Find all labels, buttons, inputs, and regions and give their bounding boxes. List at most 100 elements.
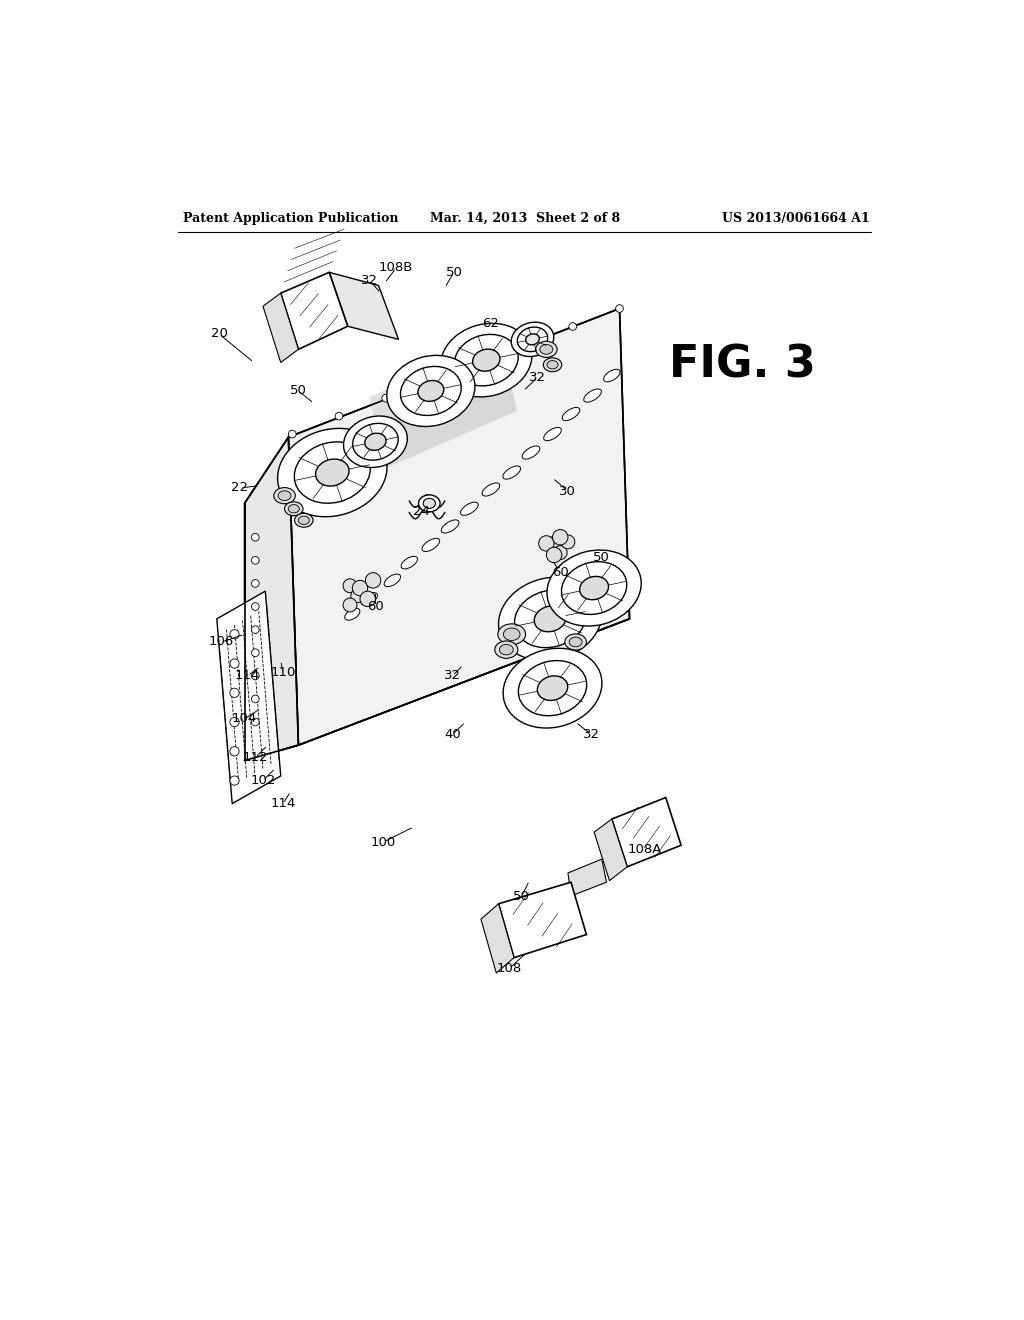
Ellipse shape: [400, 367, 461, 416]
Ellipse shape: [514, 590, 586, 648]
Circle shape: [252, 718, 259, 726]
Ellipse shape: [580, 577, 608, 599]
Text: 114: 114: [270, 797, 296, 810]
Circle shape: [230, 659, 240, 668]
Circle shape: [615, 305, 624, 313]
Ellipse shape: [387, 355, 475, 426]
Ellipse shape: [361, 593, 378, 605]
Ellipse shape: [285, 502, 303, 516]
Ellipse shape: [278, 429, 387, 516]
Text: 32: 32: [360, 273, 378, 286]
Ellipse shape: [423, 499, 435, 508]
Text: FIG. 3: FIG. 3: [670, 343, 816, 387]
Text: 40: 40: [444, 727, 461, 741]
Ellipse shape: [503, 648, 602, 729]
Polygon shape: [289, 309, 630, 744]
Circle shape: [547, 536, 561, 550]
Text: 60: 60: [552, 566, 568, 579]
Circle shape: [252, 649, 259, 656]
Circle shape: [429, 376, 436, 384]
Circle shape: [252, 557, 259, 564]
Circle shape: [360, 591, 376, 607]
Circle shape: [252, 533, 259, 541]
Ellipse shape: [584, 389, 601, 403]
Polygon shape: [330, 272, 398, 339]
Text: 50: 50: [513, 890, 530, 903]
Text: 104: 104: [231, 713, 257, 726]
Ellipse shape: [384, 574, 400, 586]
Text: 24: 24: [413, 504, 430, 517]
Ellipse shape: [561, 562, 627, 614]
Ellipse shape: [289, 504, 299, 513]
Circle shape: [343, 598, 357, 612]
Text: 108B: 108B: [379, 261, 414, 275]
Ellipse shape: [503, 466, 520, 479]
Text: 110: 110: [270, 667, 296, 680]
Ellipse shape: [352, 424, 398, 461]
Polygon shape: [594, 818, 628, 880]
Ellipse shape: [440, 323, 531, 397]
Circle shape: [335, 412, 343, 420]
Polygon shape: [377, 372, 517, 469]
Circle shape: [352, 581, 368, 595]
Ellipse shape: [418, 380, 443, 401]
Ellipse shape: [295, 513, 313, 527]
Polygon shape: [370, 342, 508, 429]
Circle shape: [475, 359, 483, 366]
Polygon shape: [281, 272, 348, 350]
Ellipse shape: [495, 642, 518, 659]
Polygon shape: [499, 882, 587, 958]
Ellipse shape: [518, 660, 587, 715]
Ellipse shape: [562, 408, 580, 421]
Circle shape: [230, 776, 240, 785]
Ellipse shape: [482, 483, 500, 496]
Ellipse shape: [294, 442, 371, 503]
Text: 62: 62: [482, 317, 500, 330]
Text: 32: 32: [583, 727, 599, 741]
Ellipse shape: [544, 358, 562, 372]
Circle shape: [561, 535, 574, 549]
Ellipse shape: [273, 487, 295, 504]
Text: 50: 50: [593, 550, 610, 564]
Text: Mar. 14, 2013  Sheet 2 of 8: Mar. 14, 2013 Sheet 2 of 8: [430, 213, 620, 224]
Text: 30: 30: [559, 484, 577, 498]
Circle shape: [252, 696, 259, 702]
Circle shape: [547, 548, 562, 562]
Ellipse shape: [345, 609, 359, 620]
Text: Patent Application Publication: Patent Application Publication: [183, 213, 398, 224]
Ellipse shape: [343, 416, 408, 467]
Polygon shape: [568, 859, 606, 896]
Ellipse shape: [538, 676, 567, 701]
Circle shape: [366, 573, 381, 589]
Circle shape: [230, 688, 240, 697]
Text: 108: 108: [497, 962, 522, 975]
Ellipse shape: [547, 550, 641, 626]
Ellipse shape: [569, 638, 582, 647]
Ellipse shape: [522, 446, 540, 459]
Polygon shape: [611, 797, 681, 867]
Text: 106: 106: [209, 635, 234, 648]
Text: 50: 50: [290, 384, 307, 397]
Ellipse shape: [517, 327, 548, 351]
Text: 22: 22: [231, 482, 249, 495]
Circle shape: [351, 589, 365, 603]
Ellipse shape: [441, 520, 459, 533]
Circle shape: [252, 626, 259, 634]
Text: US 2013/0061664 A1: US 2013/0061664 A1: [722, 213, 869, 224]
Text: 32: 32: [444, 669, 461, 682]
Text: 108A: 108A: [628, 843, 663, 857]
Ellipse shape: [298, 516, 309, 524]
Ellipse shape: [547, 360, 558, 368]
Circle shape: [230, 747, 240, 756]
Ellipse shape: [499, 577, 602, 660]
Ellipse shape: [525, 334, 540, 345]
Circle shape: [289, 430, 296, 438]
Text: 112: 112: [243, 751, 268, 764]
Circle shape: [569, 322, 577, 330]
Circle shape: [252, 579, 259, 587]
Ellipse shape: [603, 370, 620, 381]
Ellipse shape: [461, 502, 478, 515]
Text: 50: 50: [445, 265, 463, 279]
Circle shape: [252, 603, 259, 610]
Polygon shape: [263, 293, 298, 363]
